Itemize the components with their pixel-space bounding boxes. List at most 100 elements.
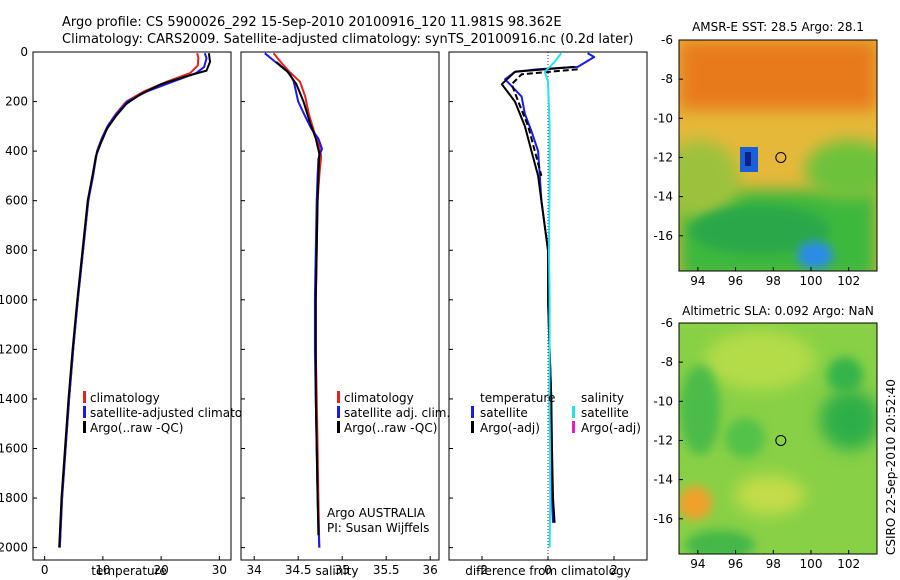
legend-header-temperature: temperature [480, 391, 555, 405]
lon-tick-label: 102 [837, 557, 860, 571]
legend-label-sal-satellite: satellite [581, 406, 629, 420]
legend-label-climatology: climatology [90, 391, 160, 405]
sst-map-panel: AMSR-E SST: 28.5 Argo: 28.1 94 96 98 100 102… [653, 20, 878, 288]
legend-swatch-temp-argo [471, 421, 474, 433]
difference-legend: temperature satellite Argo(-adj) salinit… [471, 391, 641, 435]
sla-map-frame [678, 322, 878, 555]
legend-swatch-satellite [83, 406, 86, 418]
x-tick-label: 35.5 [373, 563, 400, 577]
y-tick-label: 2000 [0, 541, 28, 555]
legend-swatch-climatology [337, 391, 340, 403]
lat-tick-label: -16 [653, 512, 673, 526]
csiro-timestamp-label: CSIRO 22-Sep-2010 20:52:40 [884, 379, 898, 555]
salinity-panel: 34 34.5 35 35.5 36 salinity climatology sate… [240, 51, 450, 578]
x-tick-label: 30 [212, 563, 227, 577]
depth-axis-ticks: 0 200 400 600 800 1000 1200 1400 1600 1800 2000 [0, 45, 37, 555]
y-tick-label: 1200 [0, 342, 28, 356]
salinity-xlabel: salinity [315, 564, 358, 578]
sla-map-title: Altimetric SLA: 0.092 Argo: NaN [682, 304, 874, 318]
lon-tick-label: 96 [728, 274, 743, 288]
legend-swatch-climatology [83, 391, 86, 403]
x-tick-label: 34.5 [285, 563, 312, 577]
legend-label-argo: Argo(..raw -QC) [344, 421, 437, 435]
sla-map-field [679, 323, 877, 554]
legend-swatch-sal-satellite [572, 406, 575, 418]
temperature-panel: 0 200 400 600 800 1000 1200 1400 1600 1800 2000 0 1… [0, 45, 268, 578]
legend-label-satellite: satellite-adjusted climatology [90, 406, 268, 420]
x-tick-label: 34 [247, 563, 262, 577]
lat-tick-label: -10 [653, 394, 673, 408]
legend-swatch-sal-argo [572, 421, 575, 433]
legend-label-climatology: climatology [344, 391, 414, 405]
salinity-series [264, 52, 323, 548]
sla-map-panel: Altimetric SLA: 0.092 Argo: NaN 94 96 98 10… [653, 304, 878, 571]
legend-label-temp-argo: Argo(-adj) [480, 421, 540, 435]
temperature-axis-ticks: 0 10 20 30 [41, 556, 227, 577]
sst-latitude-ticks: -6 -8 -10 -12 -14 -16 [653, 33, 683, 243]
temperature-axes-frame [32, 51, 232, 561]
lat-tick-label: -6 [661, 33, 673, 47]
y-tick-label: 0 [20, 45, 28, 59]
series-line [275, 61, 321, 536]
sst-longitude-ticks: 94 96 98 100 102 [690, 267, 860, 288]
lon-tick-label: 98 [766, 274, 781, 288]
sst-map-field [679, 40, 877, 271]
lat-tick-label: -14 [653, 190, 673, 204]
lon-tick-label: 102 [837, 274, 860, 288]
salinity-axis-ticks: 34 34.5 35 35.5 36 [247, 556, 438, 577]
argo-float-marker [775, 434, 787, 446]
argo-pi-label: PI: Susan Wijffels [327, 521, 429, 535]
salinity-legend: climatology satellite adj. clim. Argo(..… [337, 391, 450, 435]
figure-title-line2: Climatology: CARS2009. Satellite-adjuste… [62, 32, 634, 47]
lat-tick-label: -12 [653, 150, 673, 164]
temperature-xlabel: temperature [91, 564, 166, 578]
x-tick-label: 2 [610, 563, 618, 577]
lon-tick-label: 100 [800, 557, 823, 571]
salinity-axes-frame [240, 51, 440, 561]
series-line [500, 65, 575, 523]
sst-map-frame [678, 39, 878, 272]
lat-tick-label: -6 [661, 316, 673, 330]
temperature-series [58, 52, 211, 548]
sla-longitude-ticks: 94 96 98 100 102 [690, 550, 860, 571]
difference-panel: -2 0 2 difference from climatology tempera… [448, 51, 648, 578]
lon-tick-label: 100 [800, 274, 823, 288]
lon-tick-label: 94 [690, 274, 705, 288]
lat-tick-label: -8 [661, 355, 673, 369]
legend-label-sal-argo: Argo(-adj) [581, 421, 641, 435]
y-tick-label: 200 [5, 95, 28, 109]
difference-series [500, 52, 596, 548]
x-tick-label: 35 [335, 563, 350, 577]
legend-swatch-argo [337, 421, 340, 433]
x-tick-label: 20 [153, 563, 168, 577]
sla-latitude-ticks: -6 -8 -10 -12 -14 -16 [653, 316, 683, 526]
legend-label-satellite: satellite adj. clim. [344, 406, 450, 420]
lat-tick-label: -8 [661, 72, 673, 86]
x-tick-label: 0 [544, 563, 552, 577]
difference-axis-ticks: -2 0 2 [476, 556, 618, 577]
x-tick-label: -2 [476, 563, 488, 577]
legend-swatch-satellite [337, 406, 340, 418]
series-line [58, 53, 211, 548]
legend-swatch-argo [83, 421, 86, 433]
x-tick-label: 36 [423, 563, 438, 577]
legend-header-salinity: salinity [581, 391, 624, 405]
legend-label-argo: Argo(..raw -QC) [90, 421, 183, 435]
figure-title-line1: Argo profile: CS 5900026_292 15-Sep-2010… [62, 15, 562, 30]
lon-tick-label: 96 [728, 557, 743, 571]
lat-tick-label: -16 [653, 229, 673, 243]
lon-tick-label: 98 [766, 557, 781, 571]
x-tick-label: 0 [41, 563, 49, 577]
difference-xlabel: difference from climatology [465, 564, 631, 578]
legend-label-temp-satellite: satellite [480, 406, 528, 420]
y-tick-label: 1600 [0, 441, 28, 455]
sst-map-title: AMSR-E SST: 28.5 Argo: 28.1 [692, 20, 864, 34]
argo-institution-label: Argo AUSTRALIA [327, 506, 426, 520]
lat-tick-label: -10 [653, 111, 673, 125]
y-tick-label: 800 [5, 243, 28, 257]
lat-tick-label: -12 [653, 433, 673, 447]
argo-float-marker [775, 151, 787, 163]
salinity-depth-ticks [241, 51, 245, 549]
y-tick-label: 1000 [0, 293, 28, 307]
